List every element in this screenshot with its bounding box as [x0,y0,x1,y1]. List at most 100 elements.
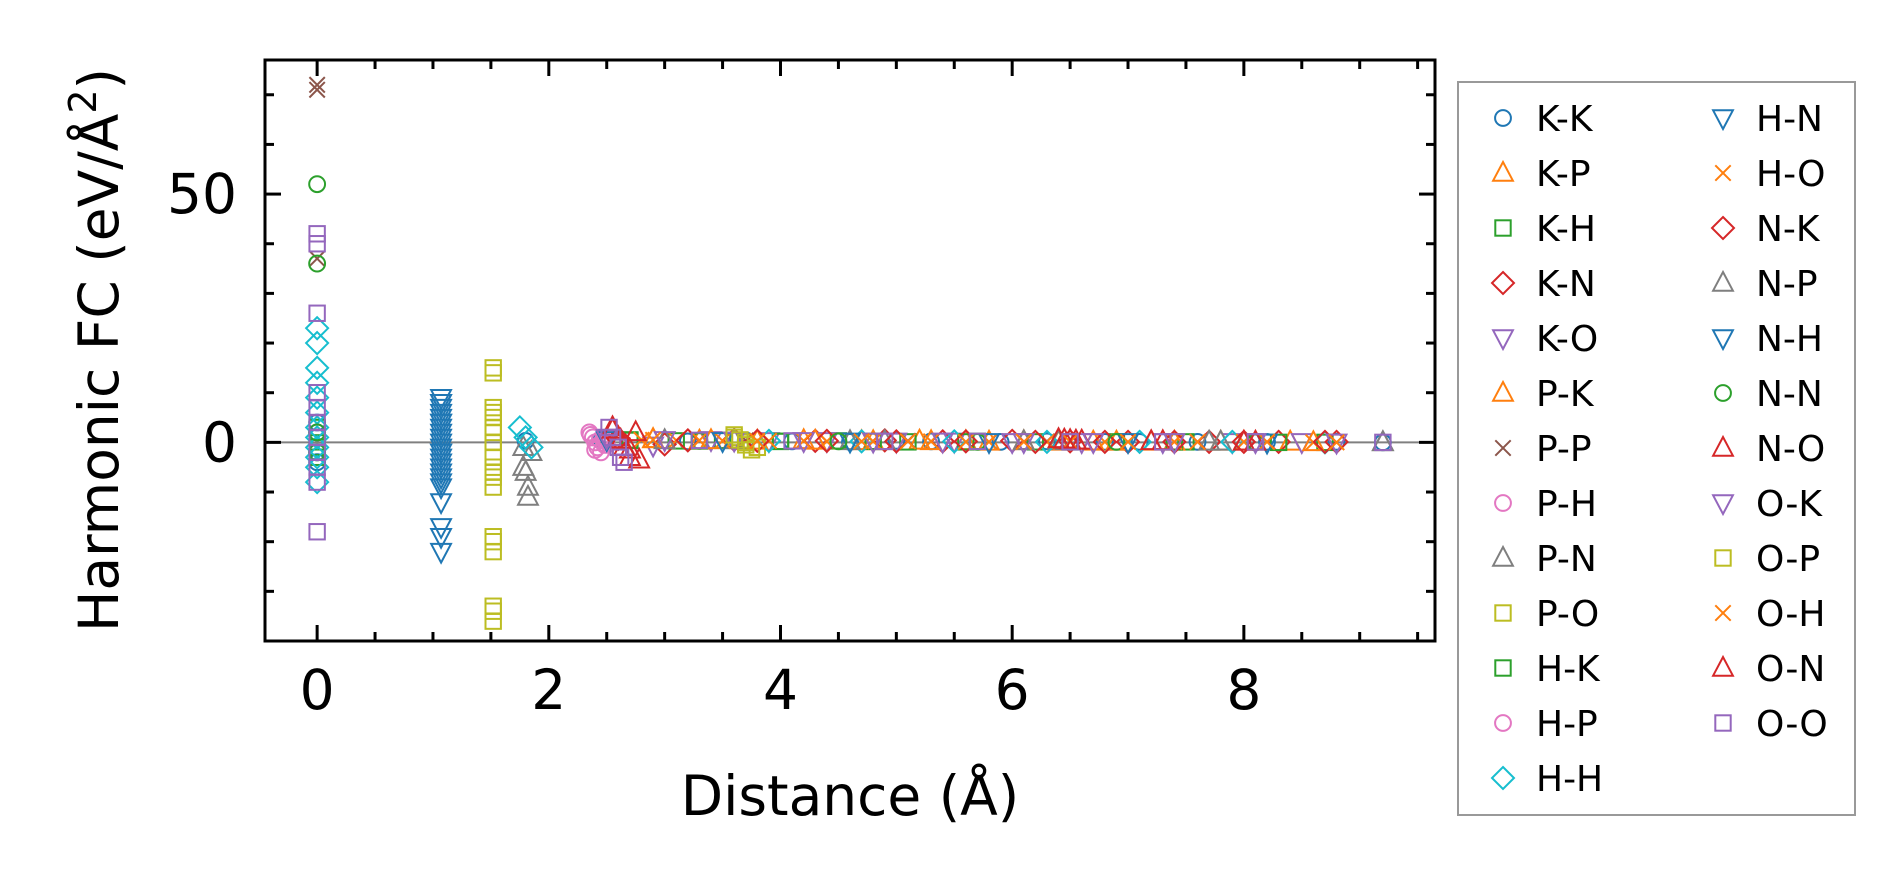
data-point-n-h [429,473,453,496]
data-point-n-p [1197,428,1221,451]
data-point-h-n [429,542,453,565]
data-point-k-k [1038,432,1056,451]
data-point-k-k [991,432,1010,451]
data-point-o-k [1162,433,1186,456]
data-point-p-o [484,542,502,561]
legend-marker-p-n [1491,544,1515,567]
legend-label: O-P [1756,539,1820,580]
data-point-o-p [484,463,502,481]
data-point-h-p [586,440,605,459]
data-point-o-h [1189,433,1206,451]
legend-item-n-k: N-K [1710,209,1821,250]
data-point-o-k [653,431,677,454]
legend-label: O-O [1756,704,1828,745]
legend-marker-h-p [1494,714,1512,732]
data-point-h-h [304,355,330,381]
legend-marker-n-n [1714,384,1732,402]
data-point-o-o [308,304,326,322]
data-point-o-o [615,453,633,471]
data-point-k-p [792,427,816,450]
legend-label: N-N [1756,374,1823,415]
data-point-o-h [853,432,870,450]
data-point-p-o [484,418,502,437]
data-point-o-o [690,431,709,450]
series-h-h [304,315,1338,495]
x-axis-label: Distance (Å) [681,763,1020,828]
data-point-o-n [1139,428,1163,451]
data-point-o-n [1232,428,1256,451]
legend-marker-k-p [1491,159,1515,182]
data-point-k-o [942,432,966,455]
series-o-o [308,225,1392,541]
legend-label: P-P [1536,429,1592,470]
legend-label: P-N [1536,539,1597,580]
data-point-o-n [1052,426,1076,449]
series-h-n [429,388,453,565]
x-tick-label: 4 [763,658,798,722]
data-point-o-h [1015,433,1033,451]
data-point-o-n [618,436,642,459]
data-point-h-h [304,315,330,341]
legend-marker-h-h [1490,765,1516,791]
legend-label: N-P [1756,264,1818,305]
x-tick-label: 0 [300,658,335,722]
legend-marker-n-o [1711,434,1735,457]
data-point-n-p [838,428,862,451]
data-point-o-h [795,432,813,450]
data-point-n-n [1107,432,1126,451]
data-point-o-o [876,432,894,451]
legend-item-p-n: P-N [1491,539,1597,580]
data-point-o-h [1258,433,1276,451]
legend-item-o-n: O-N [1711,649,1825,690]
legend: K-K K-P K-H K-N K-O P-K P-P P-H P-N P-O H-K H-P H-H H… [1457,81,1856,816]
legend-marker-o-p [1714,549,1732,567]
x-tick-label: 6 [995,658,1030,722]
data-point-p-o [484,528,502,546]
data-point-n-p [516,473,540,496]
data-point-o-k [861,432,885,455]
y-axis-label-superscript: 2 [61,89,105,113]
data-point-k-h [1026,433,1045,451]
legend-marker-k-n [1490,270,1516,296]
legend-label: K-K [1536,99,1594,140]
series-p-p [308,76,1206,451]
data-point-p-o [484,359,502,377]
data-point-o-p [484,364,502,382]
data-point-o-h [1119,433,1137,451]
legend-label: H-K [1536,649,1601,690]
series-n-k [605,426,1338,455]
data-point-h-k [1269,433,1288,452]
data-point-h-h [507,415,533,440]
axis-ticks [265,60,1435,641]
data-point-o-k [1012,433,1036,456]
legend-label: N-H [1756,319,1823,360]
data-point-o-p [731,431,749,449]
data-point-o-p [742,441,761,459]
data-point-k-n [652,431,678,457]
legend-marker-p-h [1494,494,1512,512]
data-point-o-h [748,432,766,450]
y-axis-label-main: Harmonic FC (eV/Å [66,113,131,632]
legend-marker-o-n [1711,654,1735,677]
data-point-o-n [627,446,651,469]
data-point-n-h [1116,433,1140,456]
series-n-n [308,175,1265,462]
data-point-k-h [667,432,685,450]
data-point-o-o [603,428,622,447]
data-point-n-h [838,432,862,455]
data-point-n-n [308,175,327,194]
legend-item-h-o: H-O [1714,154,1825,195]
data-point-h-h [304,370,330,396]
data-point-h-h [304,330,330,356]
y-tick-label: 50 [167,162,237,226]
legend-label: N-K [1756,209,1821,250]
data-point-o-k [931,432,955,455]
legend-label: K-P [1536,154,1591,195]
legend-marker-k-k [1494,109,1512,127]
legend-label: H-N [1756,99,1823,140]
legend-marker-p-k [1491,379,1515,402]
data-point-n-o [624,419,648,442]
data-point-n-h [977,433,1001,456]
legend-item-h-h: H-H [1490,759,1603,800]
data-point-p-p [308,81,326,99]
